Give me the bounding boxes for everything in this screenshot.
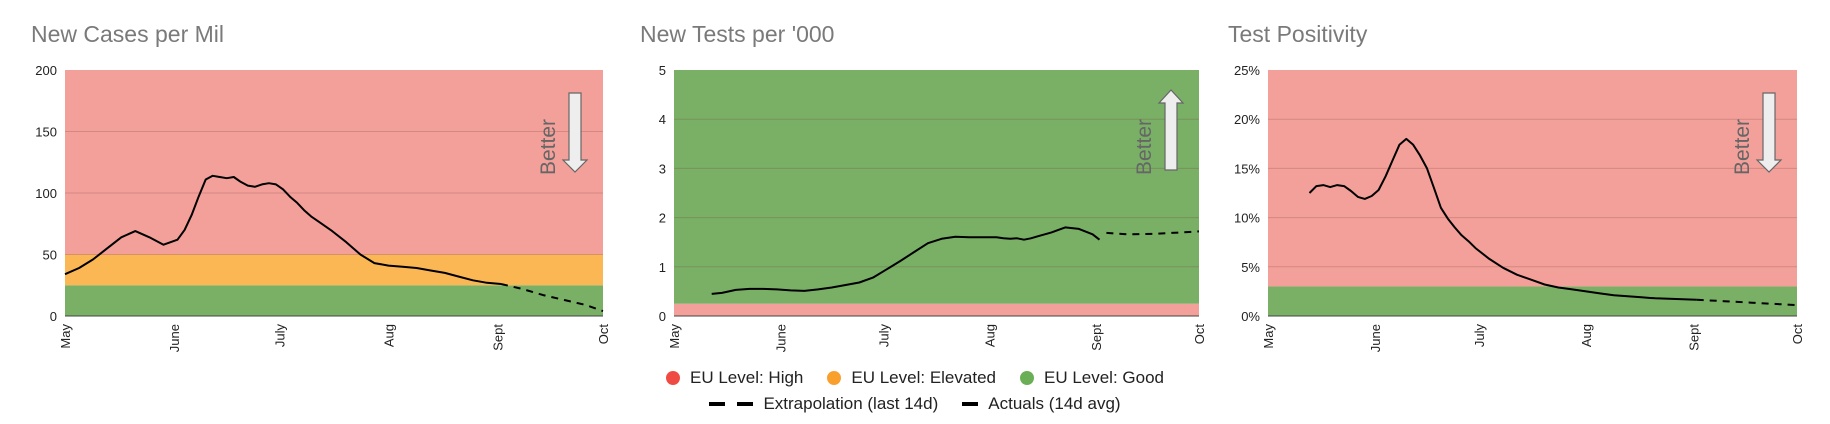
x-tick-label: Aug [382,324,397,347]
x-tick-label: Sept [1686,324,1701,351]
band-elevated [65,254,603,286]
x-tick-label: Oct [1790,324,1805,345]
legend-label-high: EU Level: High [690,368,804,387]
x-tick-label: June [1368,324,1383,352]
chart-title: New Tests per '000 [640,21,834,47]
x-tick-label: May [667,324,682,349]
y-tick-label: 25% [1234,63,1260,78]
band-good [65,285,603,316]
legend-lines: Extrapolation (last 14d) Actuals (14d av… [0,394,1830,414]
x-tick-label: July [876,324,891,348]
better-label: Better [1731,119,1754,175]
y-tick-label: 15% [1234,161,1260,176]
x-tick-label: Oct [596,324,611,345]
chart-title: New Cases per Mil [31,21,224,47]
x-tick-label: May [1261,324,1276,349]
y-tick-label: 4 [659,112,666,127]
y-tick-label: 100 [35,186,57,201]
solid-line-icon [962,402,979,406]
actuals-line [711,226,1101,295]
x-tick-label: Aug [1579,324,1594,347]
extrapolation-line [1106,230,1200,236]
band-good [674,70,1199,304]
legend-item-extrapolation[interactable]: Extrapolation (last 14d) [709,394,938,414]
actuals-line [1308,137,1697,301]
arrow-shape [1755,92,1783,173]
x-tick-label: Aug [983,324,998,347]
extrapolation-line [1696,298,1798,307]
dashed-line-icon [709,402,754,406]
better-up-arrow-icon: Better [1133,89,1185,175]
x-tick-label: June [773,324,788,352]
better-label: Better [537,119,560,175]
arrow-shape [1157,89,1185,171]
chart-title: Test Positivity [1228,21,1368,47]
y-tick-label: 5% [1241,260,1260,275]
y-tick-label: 5 [659,63,666,78]
y-tick-label: 50 [43,248,57,263]
legend-label-extrapolation: Extrapolation (last 14d) [763,394,939,413]
y-tick-label: 20% [1234,112,1260,127]
green-dot-icon [1019,371,1034,385]
chart-panel-2: New Tests per '000 0 1 2 3 4 5 May June July Aug Se… [640,21,1207,352]
y-tick-label: 0 [659,309,666,324]
better-label: Better [1133,119,1156,175]
arrow-shape [561,92,589,173]
y-tick-label: 0 [50,309,57,324]
y-tick-label: 10% [1234,211,1260,226]
y-tick-label: 200 [35,63,57,78]
legend-item-elevated[interactable]: EU Level: Elevated [827,368,996,388]
legend-label-actuals: Actuals (14d avg) [988,394,1121,413]
chart-panel-3: Test Positivity 0% 5% 10% 15% 20% 25% May June Ju… [1228,21,1805,352]
y-tick-label: 1 [659,260,666,275]
better-down-arrow-icon: Better [537,92,589,175]
legend-item-actuals[interactable]: Actuals (14d avg) [962,394,1121,414]
x-tick-label: Sept [1089,324,1104,351]
legend-label-elevated: EU Level: Elevated [851,368,996,387]
band-good [1268,286,1797,316]
x-tick-label: Oct [1192,324,1207,345]
legend-item-high[interactable]: EU Level: High [666,368,803,388]
y-tick-label: 2 [659,211,666,226]
legend-item-good[interactable]: EU Level: Good [1019,368,1164,388]
legend-label-good: EU Level: Good [1043,368,1164,387]
band-high [65,70,603,255]
x-tick-label: Sept [491,324,506,351]
actuals-line [64,174,502,285]
orange-dot-icon [827,371,842,385]
y-tick-label: 0% [1241,309,1260,324]
x-tick-label: May [58,324,73,349]
better-down-arrow-icon: Better [1731,92,1783,175]
chart-panel-1: New Cases per Mil 0 50 100 150 200 May June July… [31,21,611,352]
legend-levels: EU Level: High EU Level: Elevated EU Lev… [0,368,1830,388]
y-tick-label: 150 [35,125,57,140]
extrapolation-line [500,283,604,313]
y-tick-label: 3 [659,161,666,176]
band-high [1268,70,1797,287]
x-tick-label: July [1472,324,1487,348]
x-tick-label: June [167,324,182,352]
band-high [674,303,1199,316]
red-dot-icon [666,371,680,385]
x-tick-label: July [272,324,287,348]
